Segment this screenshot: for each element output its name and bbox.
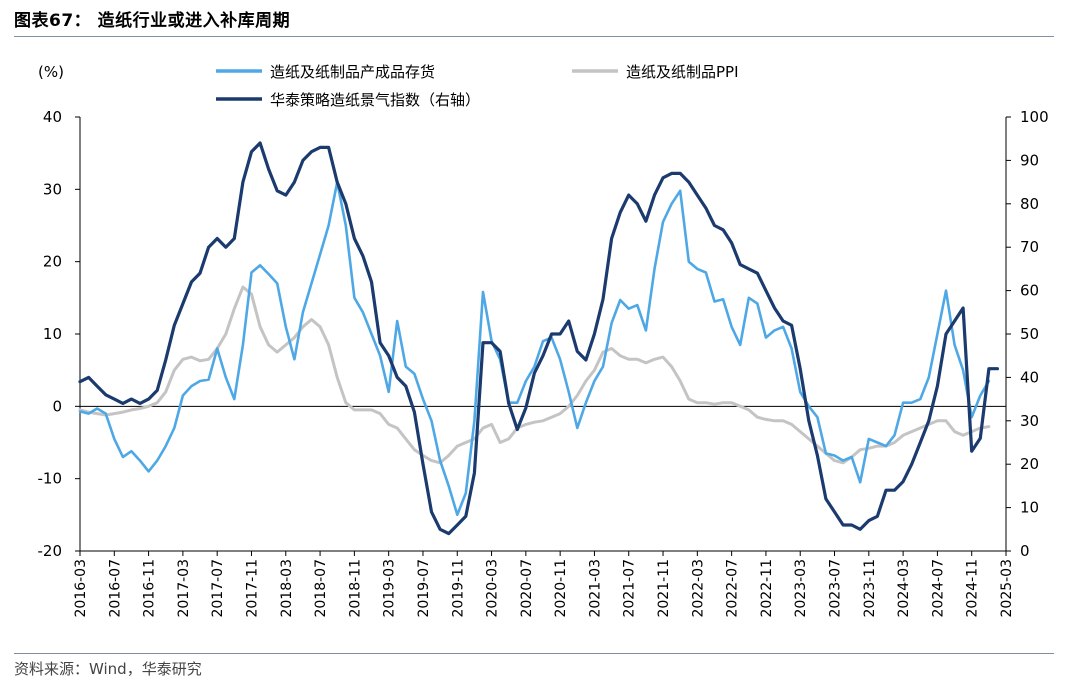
y-tick-label-right: 20 — [1020, 455, 1039, 473]
x-tick-label: 2024-07 — [930, 559, 946, 618]
x-tick-label: 2017-07 — [210, 559, 226, 618]
x-tick-label: 2016-07 — [107, 559, 123, 618]
legend-label: 造纸及纸制品产成品存货 — [270, 63, 435, 81]
y-axis-label-left: (%) — [38, 63, 64, 81]
x-tick-label: 2023-07 — [828, 559, 844, 618]
x-tick-label: 2022-03 — [690, 559, 706, 618]
y-tick-label-left: 40 — [43, 108, 62, 126]
x-tick-label: 2024-11 — [965, 559, 981, 618]
line-chart: -20 -10 0 10 20 30 40 0 10 20 30 40 50 60 70 80 90 100 201… — [38, 63, 1049, 618]
x-tick-label: 2020-07 — [519, 559, 535, 618]
x-tick-label: 2022-07 — [725, 559, 741, 618]
x-tick-label: 2021-07 — [622, 559, 638, 618]
legend: 造纸及纸制品产成品存货 造纸及纸制品PPI 华泰策略造纸景气指数（右轴） — [216, 63, 739, 109]
series-layer — [78, 141, 999, 536]
y-tick-label-right: 0 — [1020, 542, 1030, 560]
series-line-1 — [78, 180, 991, 517]
y-tick-label-right: 90 — [1020, 151, 1039, 169]
x-tick-label: 2019-11 — [450, 559, 466, 618]
x-tick-label: 2018-11 — [347, 559, 363, 618]
legend-label: 造纸及纸制品PPI — [626, 63, 739, 81]
chart-title: 图表67： 造纸行业或进入补库周期 — [14, 11, 291, 31]
y-tick-label-left: 20 — [43, 253, 62, 271]
x-tick-label: 2018-07 — [313, 559, 329, 618]
x-tick-label: 2019-03 — [382, 559, 398, 618]
x-tick-label: 2021-11 — [656, 559, 672, 618]
x-tick-label: 2017-03 — [176, 559, 192, 618]
title-divider — [14, 36, 1054, 37]
series-line-3 — [78, 141, 999, 536]
x-tick-label: 2019-07 — [416, 559, 432, 618]
x-tick-label: 2018-03 — [279, 559, 295, 618]
y-tick-label-left: -20 — [38, 542, 63, 560]
x-tick-label: 2016-03 — [73, 559, 89, 618]
x-tick-label: 2016-11 — [142, 559, 158, 618]
y-tick-label-left: 10 — [43, 325, 62, 343]
y-tick-label-right: 10 — [1020, 499, 1039, 517]
y-tick-label-right: 40 — [1020, 368, 1039, 386]
y-tick-label-left: 30 — [43, 180, 62, 198]
x-tick-label: 2021-03 — [587, 559, 603, 618]
x-tick-label: 2020-11 — [553, 559, 569, 618]
y-tick-label-left: 0 — [52, 397, 62, 415]
y-tick-label-left: -10 — [38, 470, 63, 488]
footer-divider — [14, 653, 1054, 654]
x-tick-label: 2024-03 — [896, 559, 912, 618]
x-tick-label: 2017-11 — [244, 559, 260, 618]
y-tick-label-right: 80 — [1020, 195, 1039, 213]
x-tick-label: 2023-03 — [793, 559, 809, 618]
series-line-2 — [78, 285, 991, 465]
x-tick-label: 2022-11 — [759, 559, 775, 618]
y-tick-label-right: 100 — [1020, 108, 1049, 126]
y-tick-label-right: 60 — [1020, 282, 1039, 300]
axis-layer: -20 -10 0 10 20 30 40 0 10 20 30 40 50 60 70 80 90 100 201… — [38, 108, 1049, 618]
y-tick-label-right: 70 — [1020, 238, 1039, 256]
x-tick-label: 2020-03 — [485, 559, 501, 618]
x-tick-label: 2023-11 — [862, 559, 878, 618]
source-note: 资料来源：Wind，华泰研究 — [14, 660, 202, 678]
chart-title-bar: 图表67： 造纸行业或进入补库周期 — [14, 6, 1054, 34]
y-tick-label-right: 30 — [1020, 412, 1039, 430]
y-tick-label-right: 50 — [1020, 325, 1039, 343]
legend-label: 华泰策略造纸景气指数（右轴） — [270, 91, 480, 109]
x-tick-label: 2025-03 — [999, 559, 1015, 618]
